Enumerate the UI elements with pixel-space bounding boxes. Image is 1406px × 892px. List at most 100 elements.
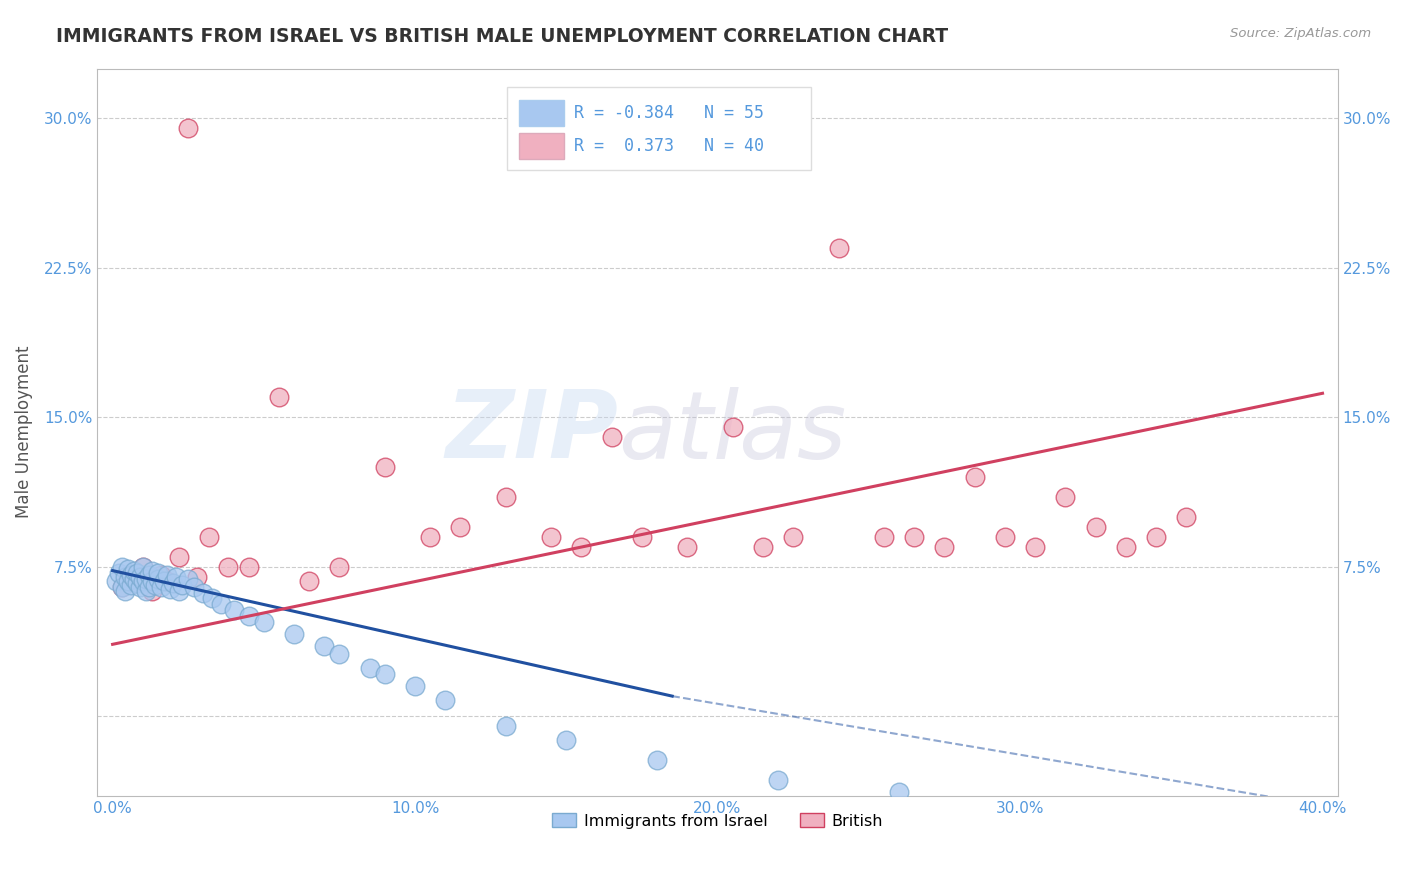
Point [238,559,260,574]
Point [125,575,148,590]
Point [143,577,166,591]
Point [177,572,200,586]
Point [903,530,925,544]
Point [146,572,169,586]
Point [495,490,517,504]
Point [328,647,350,661]
Point [495,719,517,733]
Text: ZIP: ZIP [446,386,619,478]
Point [963,470,986,484]
FancyBboxPatch shape [519,133,564,159]
Point [122,564,145,578]
Point [555,733,578,747]
Legend: Immigrants from Israel, British: Immigrants from Israel, British [546,806,890,835]
Point [374,460,396,475]
Point [114,569,136,583]
Point [217,559,239,574]
Point [125,566,148,580]
Point [540,530,562,544]
Point [887,785,910,799]
Point [676,540,699,554]
Point [165,569,187,583]
Point [132,574,155,588]
Point [374,667,396,681]
Point [766,772,789,787]
Point [153,574,176,588]
Point [111,580,134,594]
Point [141,574,163,588]
Y-axis label: Male Unemployment: Male Unemployment [15,346,32,518]
Point [298,574,321,588]
Point [827,241,849,255]
Point [994,530,1017,544]
Text: R = -0.384   N = 55: R = -0.384 N = 55 [574,103,763,122]
Point [122,572,145,586]
Point [359,661,381,675]
Point [186,569,208,583]
Point [1054,490,1077,504]
Point [138,567,160,582]
Point [104,574,127,588]
Point [128,569,150,583]
Point [328,559,350,574]
Point [138,580,160,594]
Point [141,583,163,598]
Point [222,603,245,617]
Point [162,575,184,590]
Point [156,574,179,588]
Point [1084,520,1107,534]
Point [1144,530,1167,544]
Text: Source: ZipAtlas.com: Source: ZipAtlas.com [1230,27,1371,40]
Text: IMMIGRANTS FROM ISRAEL VS BRITISH MALE UNEMPLOYMENT CORRELATION CHART: IMMIGRANTS FROM ISRAEL VS BRITISH MALE U… [56,27,949,45]
Point [449,520,471,534]
Point [111,559,134,574]
Point [193,585,215,599]
Point [434,693,457,707]
Text: R =  0.373   N = 40: R = 0.373 N = 40 [574,136,763,154]
Point [117,561,139,575]
Point [600,430,623,444]
Point [873,530,896,544]
Point [198,530,221,544]
Point [571,540,593,554]
Point [267,390,290,404]
Point [1175,509,1198,524]
Point [314,640,336,654]
FancyBboxPatch shape [519,100,564,126]
Point [114,583,136,598]
Point [211,598,233,612]
Point [132,559,155,574]
Point [141,564,163,578]
Text: atlas: atlas [619,386,846,477]
Point [167,583,190,598]
Point [135,583,157,598]
Point [721,420,744,434]
Point [167,549,190,564]
Point [419,530,441,544]
Point [135,572,157,586]
Point [782,530,804,544]
Point [150,580,173,594]
Point [120,567,142,582]
Point [404,679,426,693]
Point [201,591,224,606]
Point [283,627,305,641]
Point [125,574,148,588]
Point [934,540,956,554]
Point [117,574,139,588]
Point [128,580,150,594]
Point [1024,540,1046,554]
Point [107,566,129,580]
Point [238,609,260,624]
Point [117,569,139,583]
Point [146,566,169,580]
Point [120,577,142,591]
Point [150,567,173,582]
Point [172,577,194,591]
FancyBboxPatch shape [506,87,811,170]
Point [631,530,654,544]
Point [177,121,200,136]
Point [645,753,668,767]
Point [159,582,181,596]
Point [111,580,134,594]
